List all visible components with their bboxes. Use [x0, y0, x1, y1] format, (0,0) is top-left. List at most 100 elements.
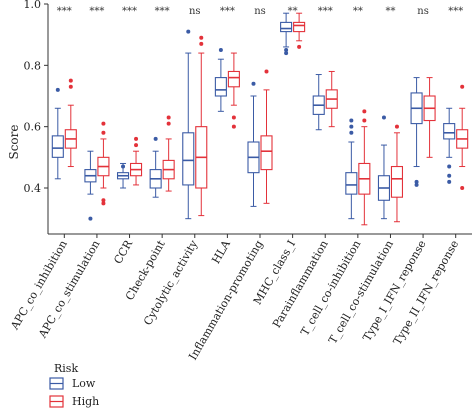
box-low — [443, 107, 456, 184]
outlier-point — [101, 198, 106, 203]
box-high — [423, 77, 436, 158]
box-body — [260, 135, 273, 171]
outlier-point — [88, 216, 93, 221]
box-low — [247, 81, 260, 207]
significance-label: ns — [189, 6, 201, 17]
outlier-point — [362, 109, 367, 114]
outlier-point — [251, 81, 256, 86]
box-low — [345, 118, 358, 220]
box-high — [260, 69, 273, 204]
outlier-point — [284, 48, 289, 52]
significance-label: *** — [122, 6, 137, 17]
outlier-point — [101, 121, 106, 126]
category-label: CCR — [111, 237, 135, 266]
y-tick-label: 0.4 — [24, 182, 42, 195]
x-axis — [48, 233, 472, 238]
significance-label: *** — [89, 6, 104, 17]
outlier-point — [447, 164, 452, 169]
y-axis: 0.4 0.6 0.8 1.0 — [24, 0, 49, 234]
significance-label: *** — [57, 6, 72, 17]
significance-label: ** — [385, 6, 395, 17]
box-body — [280, 21, 293, 33]
box-high — [129, 136, 143, 186]
significance-label: *** — [220, 6, 235, 17]
box-low — [410, 77, 423, 187]
box-body — [293, 21, 306, 33]
y-tick-label: 0.6 — [24, 121, 42, 134]
outlier-point — [199, 35, 204, 40]
box-low — [377, 115, 391, 220]
y-axis-label: Score — [7, 124, 21, 159]
outlier-point — [447, 173, 452, 178]
outlier-point — [414, 179, 419, 184]
category-label: APC_co_stimulation — [36, 238, 103, 341]
category-label: Type_I_IFN_reponse — [360, 238, 428, 343]
outlier-point — [231, 115, 236, 120]
legend-title: Risk — [54, 362, 78, 375]
box-high — [293, 12, 306, 49]
legend-label-high: High — [72, 395, 99, 408]
box-low — [149, 136, 162, 198]
box-body — [390, 165, 404, 198]
outlier-point — [460, 186, 465, 190]
box-high — [97, 121, 110, 206]
outlier-point — [101, 130, 106, 135]
outlier-point — [134, 143, 139, 148]
outlier-point — [381, 115, 386, 120]
outlier-point — [186, 29, 191, 34]
outlier-point — [199, 41, 204, 46]
outlier-point — [414, 182, 419, 187]
outlier-point — [394, 124, 399, 129]
box-body — [182, 132, 195, 186]
legend: Risk Low High — [49, 362, 99, 408]
box-low — [182, 29, 195, 220]
significance-label: *** — [448, 6, 463, 17]
box-body — [227, 70, 240, 88]
outlier-point — [349, 130, 354, 135]
box-low — [116, 162, 130, 189]
box-high — [64, 78, 77, 168]
box-high — [325, 70, 338, 128]
box-low — [84, 150, 97, 221]
significance-label: ** — [353, 6, 363, 17]
box-high — [358, 109, 371, 226]
outlier-point — [231, 124, 236, 129]
box-low — [51, 87, 64, 180]
outlier-point — [68, 78, 73, 83]
box-high — [195, 35, 208, 217]
outlier-point — [349, 124, 354, 129]
significance-label: ns — [254, 6, 266, 17]
outlier-point — [101, 201, 106, 206]
outlier-point — [284, 51, 289, 56]
significance-label: ** — [288, 6, 298, 17]
category-label: Type_II_IFN_reponse — [391, 238, 462, 347]
outlier-point — [166, 115, 171, 120]
box-layer — [51, 12, 469, 226]
box-body — [345, 172, 358, 195]
category-label: T_cell_co-inhibition — [298, 238, 363, 338]
box-low — [214, 48, 227, 112]
box-low — [280, 12, 293, 56]
outlier-point — [218, 48, 223, 52]
box-high — [456, 84, 469, 190]
outlier-point — [264, 69, 269, 74]
box-low — [312, 74, 325, 131]
significance-labels: *** *** *** *** ns *** ns ** *** ** ** ns *** — [57, 6, 463, 17]
box-high — [162, 115, 175, 192]
outlier-point — [55, 87, 60, 92]
outlier-point — [362, 118, 367, 123]
box-body — [443, 123, 456, 140]
significance-label: *** — [318, 6, 333, 17]
box-high — [390, 124, 404, 223]
legend-label-low: Low — [72, 377, 96, 390]
outlier-point — [447, 179, 452, 184]
box-body — [51, 135, 64, 158]
outlier-point — [68, 84, 73, 89]
significance-label: *** — [155, 6, 170, 17]
outlier-point — [460, 84, 465, 89]
outlier-point — [121, 164, 126, 169]
outlier-point — [349, 118, 354, 123]
outlier-point — [153, 136, 158, 141]
outlier-point — [166, 121, 171, 126]
